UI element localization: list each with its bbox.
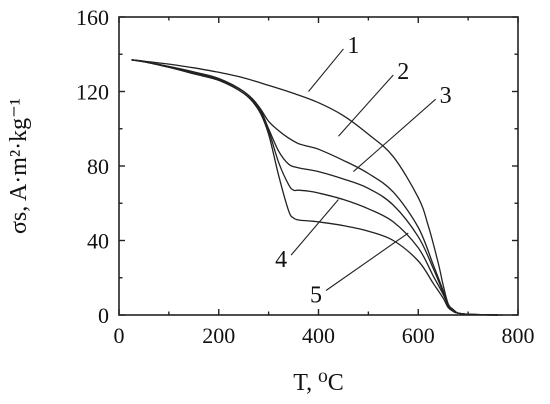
x-axis-label: T, ⁰C [293, 370, 344, 396]
leader-line-5 [325, 232, 409, 291]
curves [131, 59, 504, 316]
plot-area [118, 16, 519, 316]
y-axis-label: σs, A·m²·kg⁻¹ [6, 98, 32, 234]
y-tick-label: 120 [76, 80, 109, 105]
leader-line-3 [353, 98, 437, 173]
curve-label-2: 2 [397, 59, 409, 85]
leader-line-4 [290, 199, 339, 256]
curve-5 [131, 59, 499, 316]
x-tick-label: 0 [114, 323, 125, 348]
curve-label-5: 5 [310, 283, 322, 309]
axis-ticks: 0 200 400 600 800 0 40 80 120 160 [76, 5, 535, 348]
curve-label-4: 4 [275, 247, 287, 273]
y-tick-label: 40 [87, 229, 109, 254]
y-tick-label: 160 [76, 5, 109, 30]
x-tick-label: 800 [502, 323, 535, 348]
curve-labels: 1 2 3 45 [275, 33, 452, 309]
x-tick-label: 200 [202, 323, 235, 348]
x-tick-label: 600 [402, 323, 435, 348]
y-tick-label: 80 [87, 154, 109, 179]
leader-line-1 [308, 48, 344, 92]
x-tick-label: 400 [302, 323, 335, 348]
curve-label-1: 1 [347, 33, 359, 59]
y-tick-label: 0 [98, 303, 109, 328]
curve-label-3: 3 [440, 83, 452, 109]
leader-line-2 [338, 74, 394, 137]
